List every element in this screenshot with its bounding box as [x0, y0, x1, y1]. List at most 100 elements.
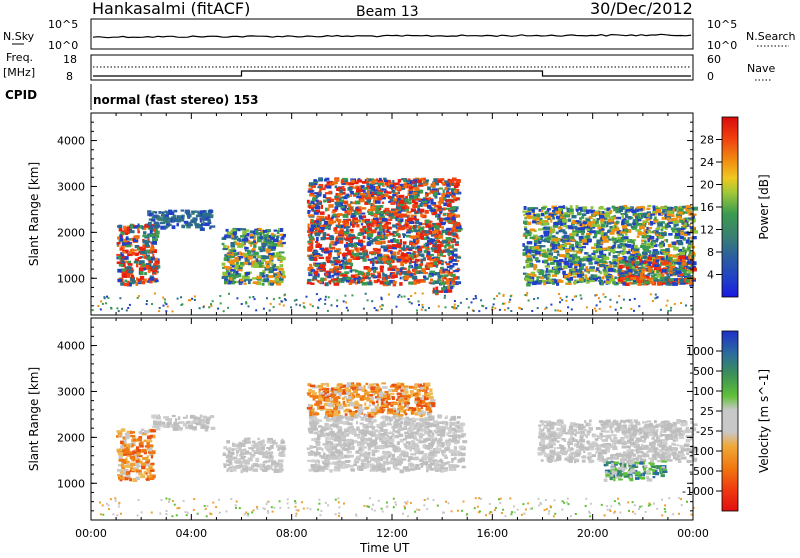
echo-cell	[284, 294, 286, 296]
echo-cell	[475, 297, 477, 299]
echo-cell	[310, 228, 315, 232]
echo-cell	[328, 228, 331, 230]
echo-cell	[578, 244, 581, 247]
echo-cell	[132, 450, 135, 453]
echo-cell	[423, 183, 428, 186]
echo-cell	[335, 202, 339, 205]
echo-cell	[422, 306, 424, 308]
echo-cell	[307, 241, 311, 243]
nsky-label: N.Sky	[3, 30, 35, 43]
echo-cell	[126, 236, 129, 240]
echo-cell	[447, 266, 450, 268]
echo-cell	[378, 183, 384, 185]
echo-cell	[259, 272, 262, 276]
echo-cell	[596, 304, 598, 306]
echo-cell	[570, 205, 573, 209]
echo-cell	[350, 280, 354, 284]
echo-cell	[393, 281, 397, 284]
echo-cell	[576, 205, 579, 209]
echo-cell	[384, 180, 388, 182]
echo-cell	[555, 269, 558, 272]
echo-cell	[367, 223, 372, 226]
echo-cell	[309, 264, 312, 267]
echo-cell	[388, 282, 391, 285]
echo-cell	[624, 257, 626, 260]
echo-cell	[146, 300, 148, 302]
echo-cell	[432, 182, 435, 185]
echo-cell	[325, 178, 329, 181]
echo-cell	[220, 302, 222, 304]
echo-cell	[330, 241, 334, 245]
echo-cell	[157, 218, 163, 221]
echo-cell	[342, 186, 345, 190]
echo-cell	[613, 255, 618, 259]
echo-cell	[344, 232, 349, 234]
echo-cell	[366, 183, 369, 185]
echo-cell	[119, 455, 122, 458]
echo-cell	[226, 229, 229, 232]
echo-cell	[670, 309, 672, 311]
echo-cell	[136, 470, 142, 473]
echo-cell	[383, 178, 387, 180]
echo-cell	[125, 458, 127, 462]
echo-cell	[239, 251, 241, 255]
echo-cell	[272, 266, 275, 269]
noise-panel: N.Sky 10^5 10^0 10^5 10^0 N.Search	[3, 18, 796, 52]
echo-cell	[248, 256, 253, 260]
echo-cell	[319, 221, 322, 223]
echo-cell	[606, 276, 612, 279]
echo-cell	[442, 226, 445, 229]
echo-cell	[383, 233, 385, 236]
echo-cell	[418, 253, 424, 256]
echo-cell	[628, 216, 632, 220]
echo-cell	[415, 225, 417, 229]
echo-cell	[255, 231, 258, 234]
echo-cell	[655, 259, 659, 262]
echo-cell	[181, 225, 183, 227]
echo-cell	[544, 308, 546, 310]
echo-cell	[667, 310, 669, 312]
echo-cell	[225, 273, 228, 276]
echo-cell	[308, 210, 311, 213]
echo-cell	[184, 221, 189, 224]
echo-cell	[577, 250, 581, 253]
echo-cell	[646, 227, 648, 230]
echo-cell	[640, 232, 645, 234]
echo-cell	[451, 274, 456, 277]
echo-cell	[687, 247, 690, 250]
echo-cell	[186, 421, 189, 424]
echo-cell	[383, 277, 386, 280]
echo-cell	[431, 239, 436, 242]
echo-cell	[341, 206, 345, 208]
echo-cell	[660, 309, 662, 311]
echo-cell	[404, 185, 407, 188]
echo-cell	[311, 225, 316, 228]
echo-cell	[435, 225, 439, 228]
echo-cell	[615, 309, 617, 311]
echo-cell	[642, 269, 646, 272]
echo-cell	[562, 236, 564, 239]
echo-cell	[408, 266, 412, 268]
echo-cell	[558, 206, 563, 208]
echo-cell	[209, 209, 213, 212]
echo-cell	[374, 257, 377, 260]
echo-cell	[439, 231, 441, 235]
echo-cell	[572, 232, 577, 236]
echo-cell	[228, 266, 230, 270]
echo-cell	[609, 210, 612, 214]
echo-cell	[622, 225, 627, 229]
echo-cell	[250, 244, 252, 247]
echo-cell	[274, 255, 279, 257]
echo-cell	[534, 207, 539, 209]
echo-cell	[397, 218, 401, 221]
echo-cell	[691, 308, 693, 310]
echo-cell	[309, 182, 314, 186]
echo-cell	[150, 475, 152, 477]
echo-cell	[538, 228, 543, 230]
echo-cell	[575, 258, 579, 260]
echo-cell	[612, 245, 615, 248]
freq-panel: Freq. [MHz] 18 8 60 0 Nave	[3, 51, 775, 83]
echo-cell	[236, 262, 239, 265]
echo-cell	[236, 297, 238, 299]
echo-cell	[347, 204, 351, 207]
